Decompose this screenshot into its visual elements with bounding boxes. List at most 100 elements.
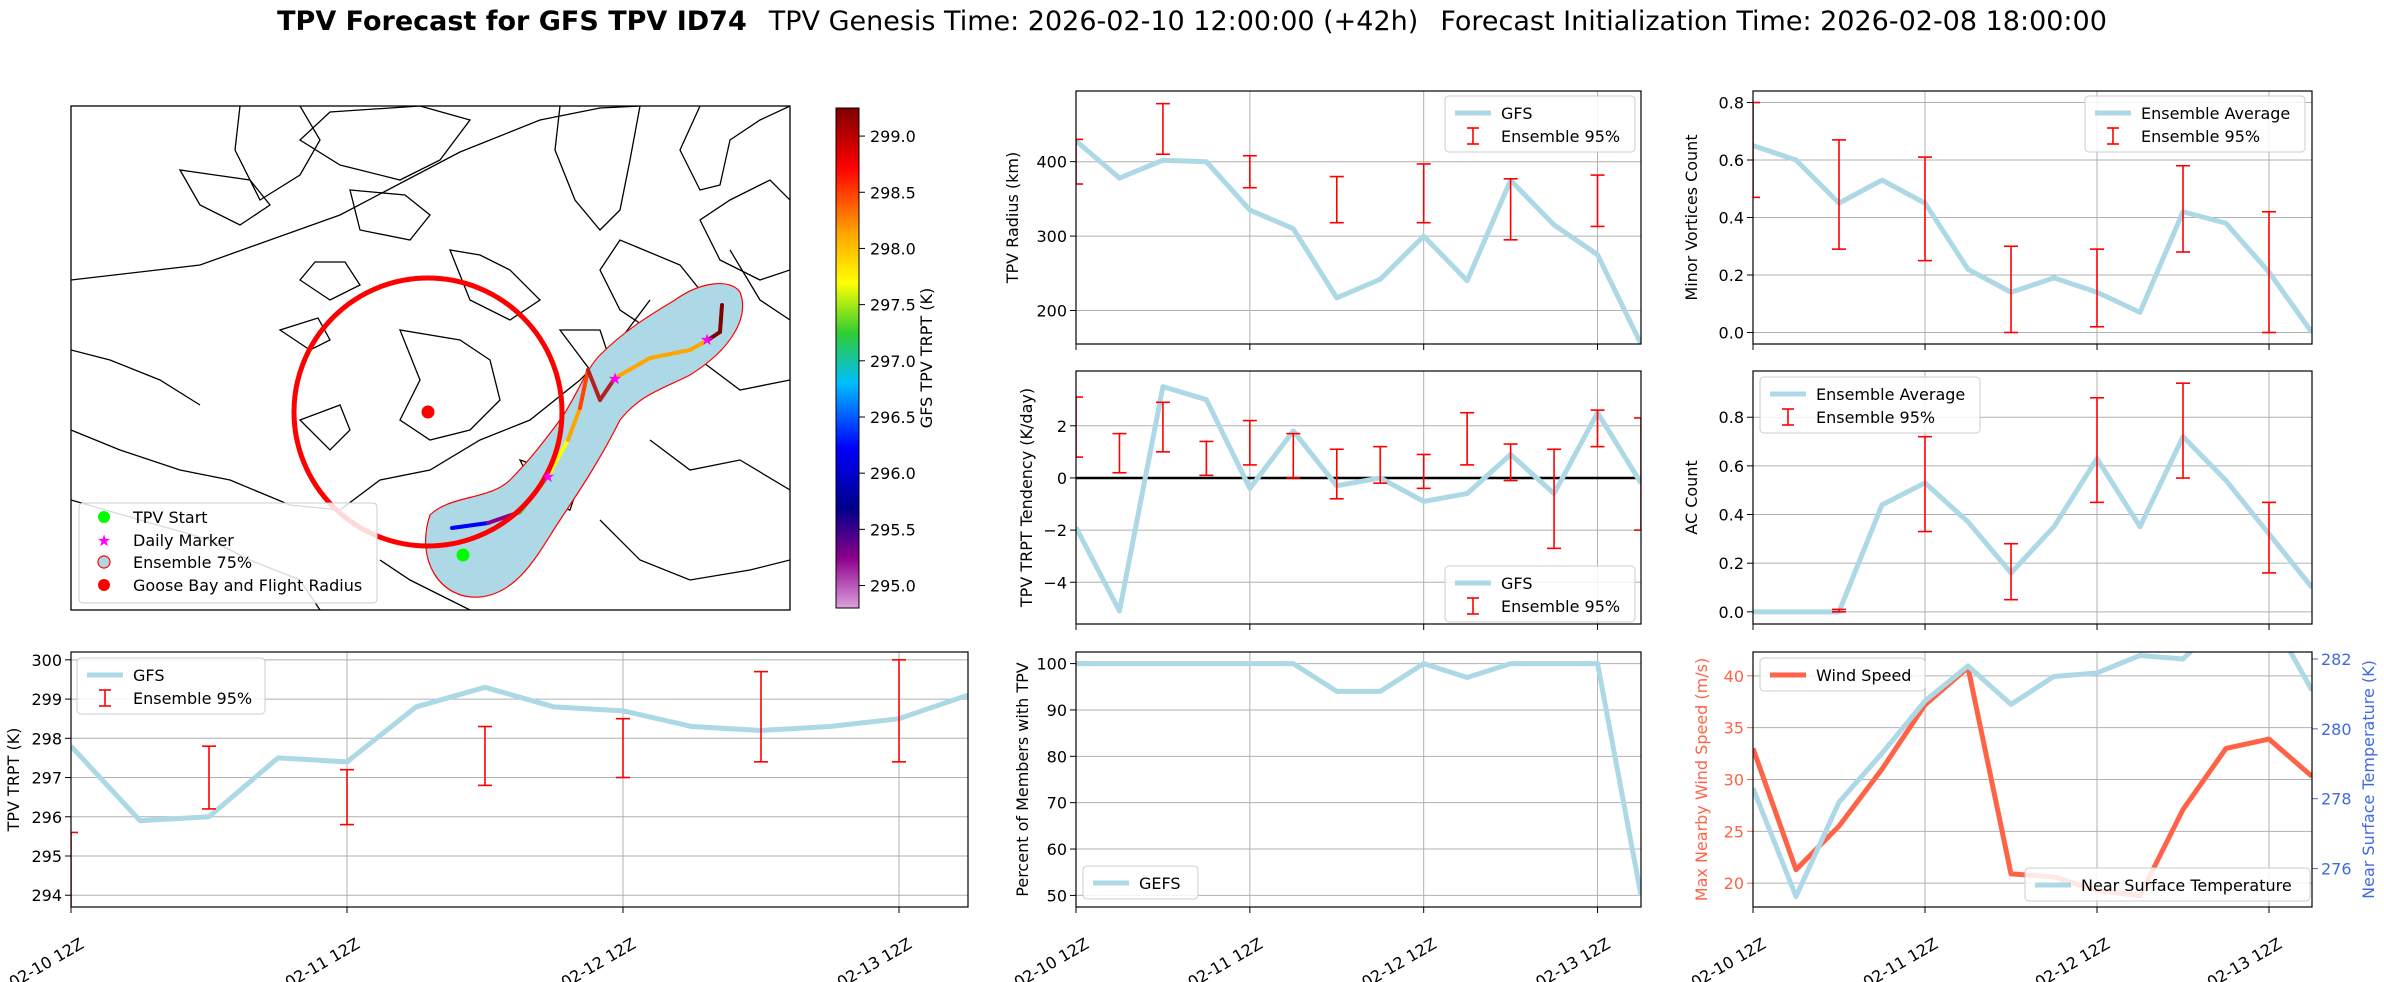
y-tick-label: 0.2	[1719, 554, 1744, 573]
y-tick-label: 50	[1047, 886, 1067, 905]
legend: Ensemble Average Ensemble 95%	[2084, 95, 2306, 153]
series-line-near-surface-temperature	[1753, 652, 2312, 900]
y-tick-label: 297	[31, 769, 62, 788]
legend-box	[1444, 565, 1636, 623]
y-axis-label: Minor Vortices Count	[1682, 134, 1701, 300]
daily-marker: ★	[700, 330, 714, 349]
x-tick-label: 02-12 12Z	[1358, 934, 1439, 982]
y-tick-label: 300	[1036, 227, 1067, 246]
series-line-wind-speed	[1753, 665, 2312, 899]
series-line-gfs	[71, 684, 968, 824]
y-tick-label: 0.0	[1719, 603, 1744, 622]
legend-label: GFS	[133, 666, 164, 685]
colorbar-tick-label: 297.5	[870, 296, 916, 315]
errorbar	[754, 670, 768, 763]
errorbar	[1547, 448, 1562, 550]
errorbar	[1918, 435, 1932, 533]
goose-bay-marker	[421, 405, 435, 419]
map-coastlines	[71, 106, 790, 610]
y-axis-label: Max Nearby Wind Speed (m/s)	[1692, 658, 1711, 901]
plot-area	[1076, 661, 1641, 896]
errorbar	[1199, 440, 1214, 477]
colorbar-ticks: 295.0 295.5 296.0 296.5 297.0 297.5 298.0 298.5…	[859, 127, 916, 596]
legend: GFS Ensemble 95%	[76, 657, 266, 715]
colorbar-tick-label: 296.5	[870, 408, 916, 427]
y-axis-label: TPV TRPT Tendency (K/day)	[1017, 388, 1036, 608]
x-tick-label: 02-11 12Z	[1860, 934, 1941, 982]
y-tick-label: 0.8	[1719, 94, 1744, 113]
errorbar	[1460, 411, 1475, 466]
y-tick-label: 400	[1036, 153, 1067, 172]
y-tick-label: 0.6	[1719, 457, 1744, 476]
errorbar	[1590, 174, 1605, 228]
legend: GFS Ensemble 95%	[1444, 95, 1636, 153]
errorbar	[1242, 419, 1257, 466]
errorbar	[340, 768, 354, 826]
y-axis-label: TPV Radius (km)	[1003, 152, 1022, 285]
legend-box	[2084, 95, 2306, 153]
series-line-gefs	[1076, 661, 1641, 896]
errorbar	[1918, 156, 1932, 262]
legend-label: Wind Speed	[1816, 666, 1911, 685]
errorbar	[1155, 102, 1170, 156]
errorbar	[2004, 542, 2018, 601]
errorbar	[1503, 443, 1518, 482]
y-tick-label: 0.6	[1719, 151, 1744, 170]
colorbar: 295.0 295.5 296.0 296.5 297.0 297.5 298.0 298.5…	[835, 107, 936, 609]
y-tick-label: 300	[31, 651, 62, 670]
y-tick-label: 0	[1057, 469, 1067, 488]
axes-frame	[1752, 651, 2313, 908]
legend-label: Ensemble 95%	[1501, 127, 1620, 146]
axes-frame	[1075, 90, 1642, 345]
legend-box	[2024, 867, 2311, 902]
title-bold: TPV Forecast for GFS TPV ID74	[277, 6, 747, 37]
legend-label: Near Surface Temperature	[2081, 876, 2292, 895]
legend-label: GEFS	[1139, 874, 1181, 893]
plot-area	[1753, 382, 2312, 615]
y2-tick-label: 276	[2321, 860, 2352, 879]
legend-label: Ensemble 95%	[1501, 597, 1620, 616]
axes-frame	[1752, 370, 2313, 625]
legend: Wind Speed	[1759, 657, 1926, 692]
legend-label: Ensemble Average	[2141, 104, 2290, 123]
trpt-panel: 294 295 296 297 298 299 300 TPV TRPT (K) 02-10 1…	[4, 651, 969, 982]
title-init: Forecast Initialization Time: 2026-02-08…	[1440, 6, 2107, 37]
y-tick-label: 35	[1724, 719, 1744, 738]
errorbar	[2262, 501, 2276, 574]
errorbar	[616, 717, 630, 779]
radius-panel: 200 300 400 TPV Radius (km) GFS Ensemble 95%	[1003, 90, 1642, 350]
errorbar	[1753, 101, 1760, 199]
x-tick-label: 02-13 12Z	[1532, 934, 1613, 982]
plot-area	[71, 659, 968, 907]
legend: Ensemble Average Ensemble 95%	[1759, 376, 1981, 434]
y-tick-label: 80	[1047, 747, 1067, 766]
map-panel: ★ ★ ★ TPV Start ★ Daily Marker Ensemble …	[70, 105, 936, 611]
errorbar	[1373, 445, 1388, 484]
x-tick-label: 02-10 12Z	[1011, 934, 1092, 982]
legend-box	[76, 657, 266, 715]
plot-area	[1753, 101, 2312, 334]
y-axis-label: TPV TRPT (K)	[4, 728, 23, 833]
errorbar	[1329, 448, 1344, 500]
y-tick-label: 296	[31, 808, 62, 827]
errorbar	[1112, 432, 1127, 474]
errorbar	[2176, 164, 2190, 253]
y-axis-label: AC Count	[1682, 460, 1701, 534]
y-tick-label: −2	[1043, 521, 1067, 540]
legend: Near Surface Temperature	[2024, 867, 2311, 902]
errorbar	[892, 659, 906, 763]
errorbar	[1329, 175, 1344, 224]
y-tick-label: 90	[1047, 701, 1067, 720]
series-line-ensemble-average	[1753, 143, 2312, 334]
y-tick-label: 299	[31, 690, 62, 709]
errorbar	[1832, 608, 1846, 613]
errorbar	[2090, 396, 2104, 504]
colorbar-tick-label: 296.0	[870, 464, 916, 483]
legend-box	[1759, 376, 1981, 434]
errorbar	[2004, 245, 2018, 334]
y-tick-label: 295	[31, 847, 62, 866]
legend-goose-bay-text: Goose Bay and Flight Radius	[133, 576, 362, 595]
